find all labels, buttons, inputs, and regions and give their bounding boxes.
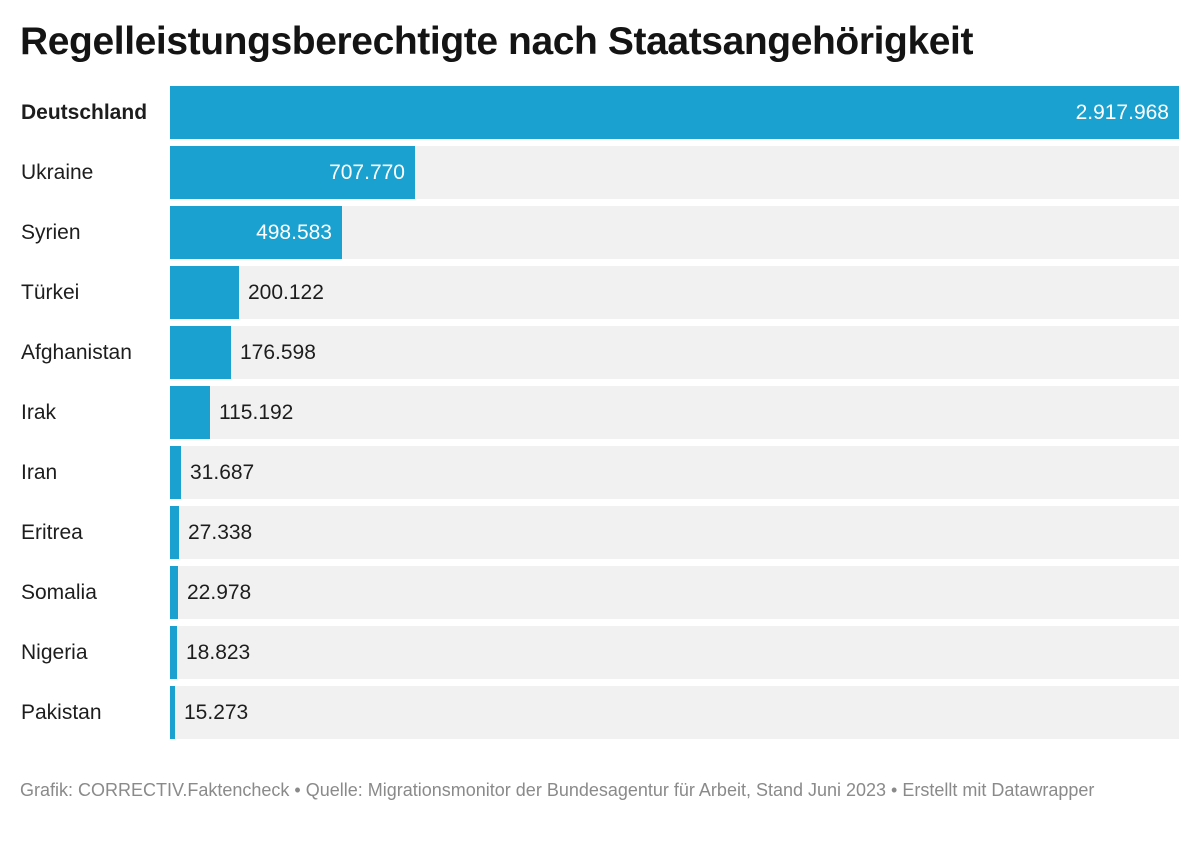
bar-row: Eritrea 27.338 [0, 506, 1200, 559]
bar [170, 266, 239, 319]
bar [170, 566, 178, 619]
bar [170, 206, 342, 259]
bar [170, 506, 179, 559]
value-label: 707.770 [329, 161, 405, 184]
category-label: Pakistan [21, 701, 102, 724]
category-label: Irak [21, 401, 57, 424]
bar-track: 22.978 [170, 566, 1179, 619]
bar-row: Nigeria 18.823 [0, 626, 1200, 679]
category-label: Iran [21, 461, 58, 484]
bar-track: 18.823 [170, 626, 1179, 679]
value-label: 15.273 [184, 701, 249, 724]
value-label: 18.823 [186, 641, 251, 664]
bar-row: Pakistan 15.273 [0, 686, 1200, 739]
category-label: Eritrea [21, 521, 83, 544]
bar-row: Iran 31.687 [0, 446, 1200, 499]
category-label: Nigeria [21, 641, 88, 664]
chart-footer: Grafik: CORRECTIV.Faktencheck • Quelle: … [20, 780, 1095, 800]
bar-row: Deutschland 2.917.968 [0, 86, 1200, 139]
category-label: Syrien [21, 221, 81, 244]
category-label: Somalia [21, 581, 97, 604]
bar-row: Afghanistan 176.598 [0, 326, 1200, 379]
value-label: 200.122 [248, 281, 324, 304]
chart-title: Regelleistungsberechtigte nach Staatsang… [20, 20, 974, 63]
bar [170, 626, 177, 679]
bar-row: Syrien 498.583 [0, 206, 1200, 259]
category-label: Afghanistan [21, 341, 132, 364]
bar [170, 686, 175, 739]
value-label: 2.917.968 [1075, 101, 1169, 124]
bar-row: Irak 115.192 [0, 386, 1200, 439]
value-label: 498.583 [256, 221, 332, 244]
bar-row: Türkei 200.122 [0, 266, 1200, 319]
value-label: 31.687 [190, 461, 255, 484]
value-label: 22.978 [187, 581, 252, 604]
value-label: 27.338 [188, 521, 253, 544]
value-label: 115.192 [219, 401, 294, 424]
bar [170, 386, 210, 439]
bar-track: 2.917.968 [170, 86, 1179, 139]
category-label: Türkei [21, 281, 80, 304]
category-label: Deutschland [21, 101, 148, 124]
bar-track: 15.273 [170, 686, 1179, 739]
bar-row: Somalia 22.978 [0, 566, 1200, 619]
category-label: Ukraine [21, 161, 94, 184]
bar [170, 86, 1179, 139]
bar-track: 200.122 [170, 266, 1179, 319]
bar [170, 326, 231, 379]
bar [170, 446, 181, 499]
bar-track: 498.583 [170, 206, 1179, 259]
value-label: 176.598 [240, 341, 316, 364]
bar-track: 31.687 [170, 446, 1179, 499]
bar [170, 146, 415, 199]
bar-track: 176.598 [170, 326, 1179, 379]
bar-track: 115.192 [170, 386, 1179, 439]
bar-row: Ukraine 707.770 [0, 146, 1200, 199]
bar-track: 27.338 [170, 506, 1179, 559]
bar-track: 707.770 [170, 146, 1179, 199]
bar-chart: Deutschland 2.917.968 Ukraine 707.770 Syrien… [0, 86, 1200, 746]
